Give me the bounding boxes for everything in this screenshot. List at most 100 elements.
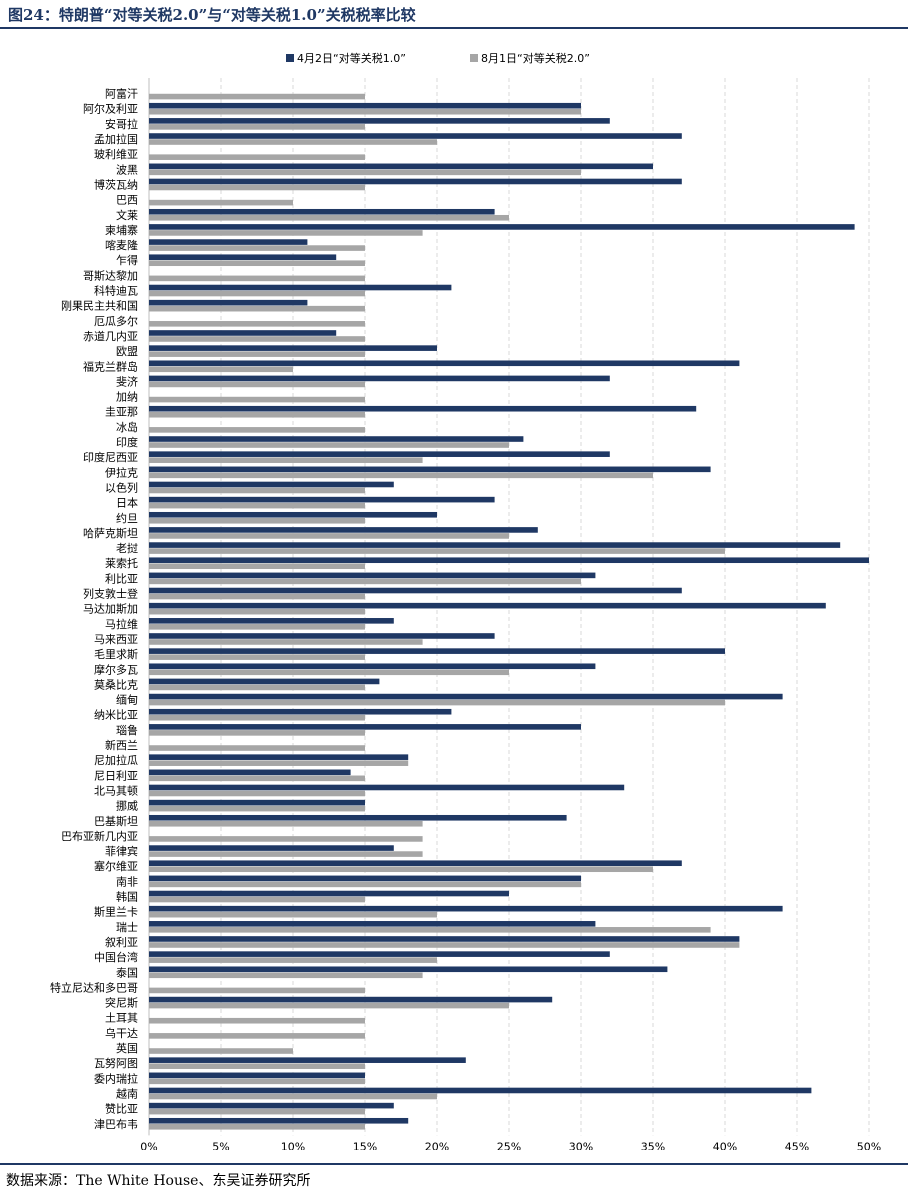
bar-series-1 [149,663,596,670]
bar-series-1 [149,481,394,488]
bar-series-1 [149,375,610,382]
bar-series-1 [149,254,337,261]
category-label: 以色列 [105,480,138,494]
bar-series-2 [149,866,653,873]
x-tick-label: 5% [212,1140,229,1150]
bar-series-1 [149,1102,394,1109]
category-label: 安哥拉 [105,117,138,131]
bar-series-1 [149,102,581,109]
category-label: 冰岛 [116,420,138,434]
category-label: 赞比亚 [105,1103,138,1116]
x-tick-label: 35% [641,1140,665,1150]
category-label: 日本 [116,496,138,510]
chart-bars [149,93,869,1130]
bar-series-2 [149,427,365,433]
category-label: 纳米比亚 [94,709,138,722]
bar-series-2 [149,457,423,463]
legend-item-series-2-label: 8月1日“对等关税2.0” [481,51,590,65]
category-label: 韩国 [116,890,138,904]
category-label: 喀麦隆 [105,238,138,252]
bar-series-1 [149,527,538,533]
bar-series-1 [149,133,682,139]
bar-series-2 [149,139,437,145]
figure-title: 图24：特朗普“对等关税2.0”与“对等关税1.0”关税税率比较 [8,6,416,24]
category-label: 瑞士 [116,920,138,934]
bar-series-2 [149,154,365,160]
bar-series-1 [149,284,452,291]
category-label: 印度 [116,435,138,449]
bar-series-1 [149,814,567,821]
bar-series-1 [149,496,495,503]
bar-series-2 [149,927,711,933]
bar-series-2 [149,336,365,342]
bar-series-1 [149,996,553,1003]
category-label: 列支敦士登 [83,587,138,601]
bar-series-1 [149,936,740,942]
source-note: 数据来源：The White House、东吴证券研究所 [6,1173,311,1189]
legend-item-series-1-swatch [286,54,294,62]
bar-series-1 [149,618,394,624]
bar-series-1 [149,708,452,715]
category-label: 波黑 [116,163,138,176]
category-label: 柬埔寨 [105,223,138,237]
category-label: 津巴布韦 [94,1118,138,1131]
category-label: 叙利亚 [105,935,138,949]
category-label: 菲律宾 [105,844,138,858]
category-label: 南非 [116,875,138,888]
x-tick-label: 10% [281,1140,305,1150]
bar-series-2 [149,593,365,600]
bar-series-1 [149,845,394,851]
bar-series-1 [149,860,682,867]
bar-series-2 [149,108,581,115]
bar-series-2 [149,745,365,751]
bar-series-1 [149,799,365,806]
bar-series-2 [149,517,365,524]
category-label: 英国 [116,1041,138,1055]
category-label: 泰国 [116,965,138,979]
legend-item-series-2-swatch [470,54,478,62]
category-label: 马拉维 [105,617,138,631]
bar-series-1 [149,693,783,700]
category-label: 老挝 [116,541,138,555]
bar-series-2 [149,805,365,812]
bar-series-1 [149,966,668,973]
category-label: 斐济 [116,374,138,388]
bar-series-2 [149,639,423,645]
x-tick-label: 30% [569,1140,593,1150]
bar-series-2 [149,1123,365,1130]
category-label: 摩尔多瓦 [94,662,138,676]
category-label: 阿尔及利亚 [83,103,138,116]
category-label: 尼加拉瓜 [94,753,138,767]
category-label: 印度尼西亚 [83,450,138,464]
bar-series-1 [149,951,610,957]
category-label: 尼日利亚 [94,769,138,782]
category-label: 巴基斯坦 [94,814,138,828]
source-rule [0,1163,908,1165]
bar-series-2 [149,351,365,357]
bar-series-2 [149,124,365,130]
bar-series-2 [149,366,293,373]
category-label: 赤道几内亚 [83,329,138,343]
category-label: 乌干达 [105,1026,138,1040]
category-label: 伊拉克 [105,465,138,479]
bar-series-1 [149,1117,409,1124]
x-tick-label: 45% [785,1140,809,1150]
category-label: 文莱 [116,208,138,222]
bar-series-2 [149,1078,365,1085]
category-label: 圭亚那 [105,406,138,419]
bar-series-1 [149,754,409,760]
bar-series-1 [149,466,711,473]
bar-series-2 [149,699,725,706]
category-label: 厄瓜多尔 [94,314,138,328]
category-label: 突尼斯 [105,996,138,1010]
x-tick-label: 25% [497,1140,521,1150]
bar-series-1 [149,1087,812,1094]
bar-series-1 [149,602,826,609]
bar-series-2 [149,608,365,615]
category-label: 巴西 [116,194,138,207]
bar-series-2 [149,624,365,630]
bar-series-1 [149,769,351,776]
category-labels: 阿富汗阿尔及利亚安哥拉孟加拉国玻利维亚波黑博茨瓦纳巴西文莱柬埔寨喀麦隆乍得哥斯达… [50,87,138,1131]
bar-series-1 [149,557,869,564]
x-tick-label: 15% [353,1140,377,1150]
